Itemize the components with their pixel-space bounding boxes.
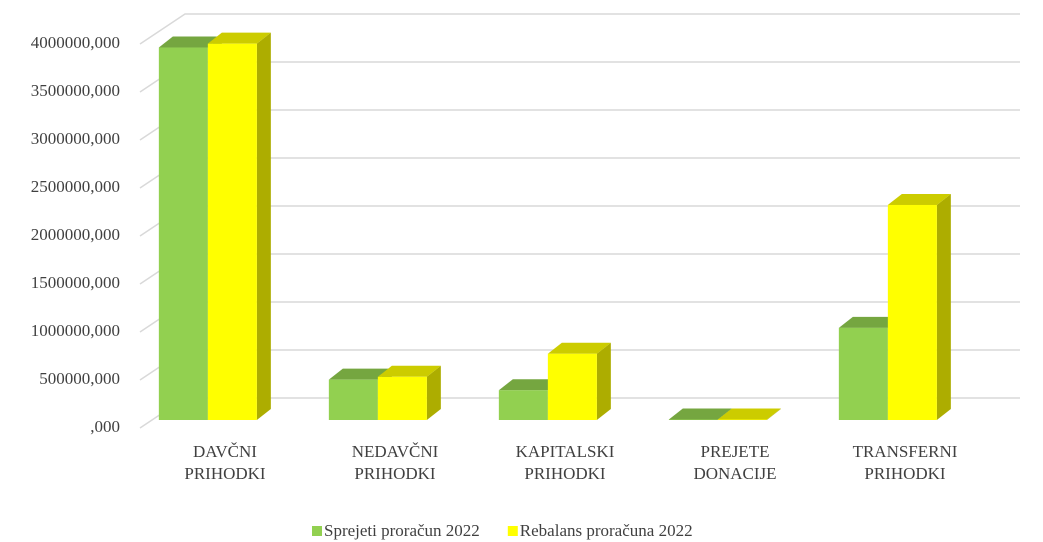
x-tick-label: PREJETE DONACIJE — [693, 442, 777, 483]
bar-top — [207, 32, 271, 44]
y-tick-label: ,000 — [90, 417, 120, 436]
bar — [887, 204, 937, 420]
y-tick-label: 3000000,000 — [31, 129, 120, 148]
bar — [838, 327, 888, 420]
y-tick-label: 3500000,000 — [31, 81, 120, 100]
bar-top — [328, 368, 392, 380]
x-tick-label: KAPITALSKI PRIHODKI — [515, 442, 615, 483]
grid-line — [139, 157, 1020, 189]
bar — [498, 390, 548, 420]
bar-side — [426, 365, 441, 420]
bar-side — [766, 408, 781, 420]
y-tick-label: 2000000,000 — [31, 225, 120, 244]
y-tick-label: 4000000,000 — [31, 33, 120, 52]
bar-top — [668, 408, 732, 420]
bar-top — [158, 36, 222, 48]
x-tick-label: TRANSFERNI PRIHODKI — [852, 442, 958, 483]
bar-side — [936, 193, 951, 420]
x-tick-label: NEDAVČNI PRIHODKI — [351, 442, 439, 483]
bar-top — [498, 379, 562, 391]
legend-label: Rebalans proračuna 2022 — [520, 521, 693, 540]
y-tick-label: 1000000,000 — [31, 321, 120, 340]
x-tick-label: DAVČNI PRIHODKI — [184, 442, 266, 483]
bar-side — [596, 342, 611, 420]
y-tick-label: 2500000,000 — [31, 177, 120, 196]
bar-top — [547, 342, 611, 354]
grid-line — [139, 109, 1020, 141]
bar-top — [887, 193, 951, 205]
grid-line — [139, 61, 1020, 93]
bar — [547, 353, 597, 420]
y-tick-label: 500000,000 — [39, 369, 120, 388]
bar — [328, 379, 378, 420]
bar — [207, 43, 257, 421]
legend-swatch — [507, 526, 518, 536]
bar — [377, 376, 427, 420]
y-tick-label: 1500000,000 — [31, 273, 120, 292]
bar — [158, 47, 208, 421]
legend-swatch — [312, 526, 322, 536]
bar-top — [377, 365, 441, 377]
bar-top — [838, 316, 902, 328]
legend-label: Sprejeti proračun 2022 — [324, 521, 480, 540]
bar-side — [256, 32, 271, 421]
grid-line — [139, 13, 1020, 45]
bar-top — [717, 408, 781, 420]
